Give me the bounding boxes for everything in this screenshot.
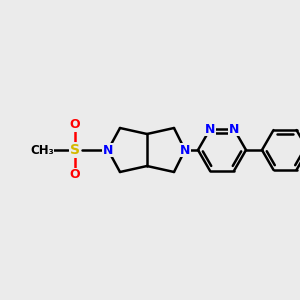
Text: CH₃: CH₃	[30, 143, 54, 157]
Text: O: O	[70, 169, 80, 182]
Text: N: N	[229, 123, 239, 136]
Text: N: N	[180, 143, 190, 157]
Text: N: N	[205, 123, 215, 136]
Text: S: S	[70, 143, 80, 157]
Text: N: N	[103, 143, 113, 157]
Text: O: O	[70, 118, 80, 131]
